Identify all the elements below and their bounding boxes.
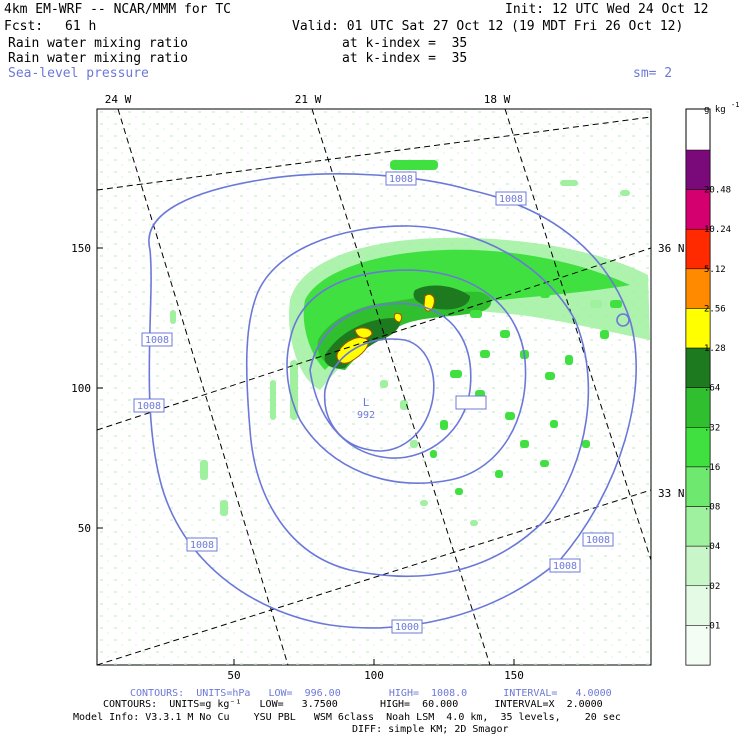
colorbar-level-label: .32 bbox=[704, 423, 720, 433]
isobar-label: 1008 bbox=[586, 535, 610, 546]
low-center-value: 992 bbox=[357, 410, 375, 421]
colorbar-level-label: .02 bbox=[704, 582, 720, 592]
latitude-label: 33 N bbox=[658, 487, 685, 500]
colorbar-swatch bbox=[685, 625, 711, 666]
smoothing-label: sm= 2 bbox=[633, 66, 673, 81]
field-1-level: at k-index = 35 bbox=[342, 36, 468, 51]
color-bar: 20.48 10.24 5.12 2.56 1.28 .64 .32 .16 .08 .04 .02… bbox=[685, 101, 739, 666]
field-2-name: Rain water mixing ratio bbox=[8, 51, 189, 66]
axis-ticks bbox=[97, 247, 515, 665]
x-tick-label: 150 bbox=[504, 669, 524, 682]
colorbar-swatch bbox=[685, 308, 711, 349]
isobars bbox=[148, 173, 637, 629]
y-tick-label: 100 bbox=[71, 382, 91, 395]
field-3-name: Sea-level pressure bbox=[8, 66, 149, 81]
colorbar-swatch bbox=[685, 427, 711, 468]
low-center-marker: L bbox=[363, 396, 370, 409]
colorbar-swatch bbox=[685, 268, 711, 309]
longitude-label: 24 W bbox=[105, 93, 132, 106]
colorbar-level-label: 20.48 bbox=[704, 186, 731, 196]
isobar-contour-info: CONTOURS: UNITS=hPa LOW= 996.00 HIGH= 10… bbox=[130, 688, 612, 699]
colorbar-level-label: .08 bbox=[704, 503, 720, 513]
isobar-label: 1008 bbox=[389, 174, 413, 185]
isobar-label: 1008 bbox=[190, 540, 214, 551]
forecast-label: Fcst: bbox=[4, 19, 44, 34]
model-info: Model Info: V3.3.1 M No Cu YSU PBL WSM 6… bbox=[73, 712, 621, 723]
colorbar-level-label: 2.56 bbox=[704, 304, 726, 314]
colorbar-swatch bbox=[685, 585, 711, 626]
colorbar-swatch bbox=[685, 387, 711, 428]
x-tick-label: 100 bbox=[364, 669, 384, 682]
isobar-label: 1008 bbox=[145, 335, 169, 346]
colorbar-level-label: 5.12 bbox=[704, 265, 726, 275]
colorbar-level-label: 10.24 bbox=[704, 225, 731, 235]
colorbar-swatch bbox=[685, 545, 711, 587]
isobar-label: 1008 bbox=[553, 561, 577, 572]
axis-labels: 50 100 150 150 100 50 24 W 21 W 18 W 36 … bbox=[71, 93, 684, 682]
lat-lon-grid bbox=[97, 109, 651, 665]
colorbar-level-label: 1.28 bbox=[704, 344, 726, 354]
field-2-level: at k-index = 35 bbox=[342, 51, 468, 66]
init-time: Init: 12 UTC Wed 24 Oct 12 bbox=[505, 2, 709, 17]
isobar-label: 1008 bbox=[137, 401, 161, 412]
field-1-name: Rain water mixing ratio bbox=[8, 36, 189, 51]
colorbar-swatch bbox=[685, 506, 711, 547]
valid-time: Valid: 01 UTC Sat 27 Oct 12 (19 MDT Fri … bbox=[292, 19, 684, 34]
longitude-label: 21 W bbox=[295, 93, 322, 106]
diffusion-info: DIFF: simple KM; 2D Smagor bbox=[352, 724, 509, 735]
model-title: 4km EM-WRF -- NCAR/MMM for TC bbox=[4, 2, 231, 17]
colorbar-level-label: .64 bbox=[704, 384, 720, 394]
longitude-label: 18 W bbox=[484, 93, 511, 106]
forecast-hour: 61 h bbox=[65, 19, 97, 34]
latitude-label: 36 N bbox=[658, 242, 685, 255]
x-tick-label: 50 bbox=[227, 669, 240, 682]
precip-field bbox=[97, 109, 651, 665]
colorbar-swatch bbox=[685, 466, 711, 507]
rain-contour-info: CONTOURS: UNITS=g kg⁻¹ LOW= 3.7500 HIGH=… bbox=[103, 699, 603, 710]
colorbar-level-label: .01 bbox=[704, 621, 720, 631]
y-tick-label: 150 bbox=[71, 242, 91, 255]
colorbar-swatch bbox=[685, 149, 711, 190]
colorbar-swatch bbox=[685, 189, 711, 230]
isobar-label: 1008 bbox=[499, 194, 523, 205]
y-tick-label: 50 bbox=[78, 522, 91, 535]
colorbar-units-exponent: -1 bbox=[731, 101, 739, 109]
isobar-labels: 1008 1008 1008 1008 1008 1008 1008 1000 … bbox=[133, 171, 614, 634]
colorbar-level-label: .16 bbox=[704, 463, 720, 473]
colorbar-level-label: .04 bbox=[704, 542, 720, 552]
isobar-label: 1000 bbox=[395, 622, 419, 633]
colorbar-units: g kg bbox=[704, 105, 726, 115]
